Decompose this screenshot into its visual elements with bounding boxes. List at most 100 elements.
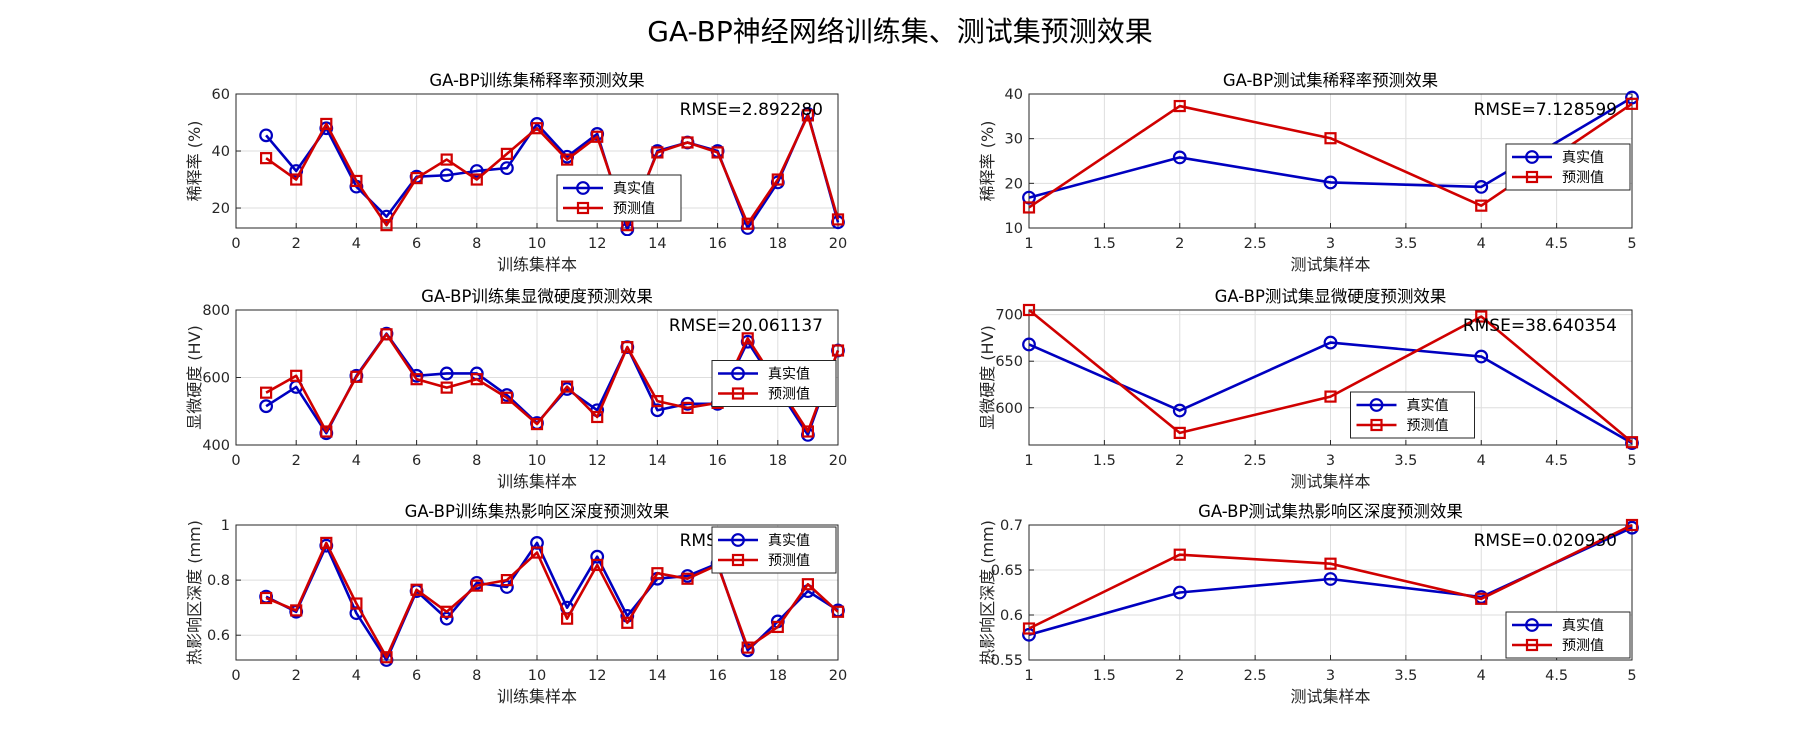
pred-point xyxy=(1475,199,1488,212)
pred-point xyxy=(380,651,393,664)
legend-true-marker xyxy=(1369,398,1384,412)
x-tick-label: 2 xyxy=(292,668,301,684)
chart-title: GA-BP测试集热影响区深度预测效果 xyxy=(1198,502,1463,521)
pred-point xyxy=(831,605,845,618)
pred-point xyxy=(410,172,423,185)
pred-point xyxy=(260,152,273,165)
pred-point xyxy=(1324,132,1337,145)
x-tick-label: 12 xyxy=(588,453,606,469)
x-axis-label: 测试集样本 xyxy=(1290,255,1370,274)
pred-point xyxy=(560,380,574,393)
x-tick-label: 10 xyxy=(528,453,546,469)
axes-box xyxy=(1028,524,1633,661)
x-tick-label: 4.5 xyxy=(1545,668,1568,684)
legend-pred-label: 预测值 xyxy=(768,553,810,569)
pred-point xyxy=(1173,548,1186,561)
axes-box xyxy=(1028,93,1633,229)
y-tick-label: 10 xyxy=(1005,221,1023,237)
true-point xyxy=(439,366,454,381)
true-point xyxy=(1022,337,1036,352)
pred-point xyxy=(1173,426,1186,439)
pred-point xyxy=(380,328,393,341)
legend-pred-marker xyxy=(576,201,590,215)
pred-series-line xyxy=(1028,308,1633,444)
true-point xyxy=(1474,180,1489,194)
pred-point xyxy=(530,122,544,135)
true-point xyxy=(1474,349,1489,364)
chart-title: GA-BP训练集显微硬度预测效果 xyxy=(421,287,653,306)
pred-point xyxy=(1625,436,1639,449)
true-point xyxy=(530,536,544,550)
pred-point xyxy=(1173,99,1186,113)
true-point xyxy=(1323,335,1338,350)
x-tick-label: 12 xyxy=(588,236,606,252)
rmse-annotation: RMSE=7.128599 xyxy=(1474,100,1617,120)
x-tick-label: 8 xyxy=(472,668,481,684)
axes-box xyxy=(235,309,839,446)
true-point xyxy=(1022,627,1036,642)
true-point xyxy=(1323,175,1338,190)
y-tick-label: 0.8 xyxy=(207,573,230,589)
x-tick-label: 20 xyxy=(829,453,847,469)
pred-point xyxy=(530,417,544,431)
x-tick-label: 4.5 xyxy=(1545,453,1568,469)
y-tick-label: 700 xyxy=(995,308,1023,324)
y-axis-label: 热影响区深度 (mm) xyxy=(185,520,204,665)
pred-point xyxy=(260,386,273,399)
chart-3: 0 2 4 6 8 10 12 14 16 18 20 400 600 800 GA-BP训练集显微硬度预测… xyxy=(185,287,847,491)
x-tick-label: 3.5 xyxy=(1394,236,1417,252)
pred-point xyxy=(681,572,694,585)
y-tick-label: 800 xyxy=(202,303,230,319)
pred-series-line xyxy=(1028,523,1633,630)
pred-point xyxy=(651,567,664,580)
pred-point xyxy=(470,173,483,186)
pred-point xyxy=(1625,97,1639,110)
x-tick-label: 5 xyxy=(1627,236,1636,252)
pred-point xyxy=(560,612,574,625)
true-point xyxy=(1323,572,1338,586)
y-axis-label: 稀释率 (%) xyxy=(185,121,204,202)
x-tick-label: 2 xyxy=(292,236,301,252)
pred-point xyxy=(1022,303,1036,317)
true-point xyxy=(439,168,454,183)
pred-series-line xyxy=(265,114,840,227)
legend-true-marker xyxy=(1525,618,1539,632)
x-tick-label: 14 xyxy=(648,668,666,684)
pred-point xyxy=(1022,622,1036,635)
x-tick-label: 3.5 xyxy=(1394,668,1417,684)
true-point xyxy=(259,128,274,143)
x-tick-label: 4 xyxy=(352,453,361,469)
x-tick-label: 2.5 xyxy=(1244,236,1267,252)
pred-point xyxy=(651,395,664,408)
axes-box xyxy=(1028,309,1633,446)
x-tick-label: 10 xyxy=(528,668,546,684)
pred-point xyxy=(410,583,423,596)
pred-point xyxy=(440,153,453,166)
x-tick-label: 6 xyxy=(412,668,421,684)
x-tick-label: 0 xyxy=(231,668,240,684)
series-group xyxy=(1022,303,1639,451)
x-tick-label: 5 xyxy=(1627,668,1636,684)
legend-pred-label: 预测值 xyxy=(1562,170,1604,186)
y-tick-label: 20 xyxy=(212,201,230,217)
rmse-annotation: RMSE=2.892280 xyxy=(680,100,823,120)
axes-box xyxy=(235,93,839,229)
pred-point xyxy=(350,370,363,383)
pred-point xyxy=(591,410,604,424)
legend-true-label: 真实值 xyxy=(1407,398,1449,414)
y-tick-label: 0.65 xyxy=(991,563,1023,579)
legend-true-marker xyxy=(1525,150,1539,164)
chart-2: 1 1.5 2 2.5 3 3.5 4 4.5 5 10 20 30 40 GA-BP测试集稀释率预测效果… xyxy=(978,71,1639,274)
x-tick-label: 1 xyxy=(1024,236,1033,252)
x-tick-label: 2 xyxy=(1175,236,1184,252)
pred-point xyxy=(741,332,754,345)
y-tick-label: 1 xyxy=(221,518,230,534)
x-axis-label: 训练集样本 xyxy=(497,255,577,274)
legend-true-label: 真实值 xyxy=(768,533,810,549)
y-tick-label: 600 xyxy=(995,401,1023,417)
chart-1: 0 2 4 6 8 10 12 14 16 18 20 20 40 60 GA-BP训练集稀释率预测效果训练… xyxy=(185,71,847,274)
legend-pred-marker xyxy=(1525,170,1539,184)
